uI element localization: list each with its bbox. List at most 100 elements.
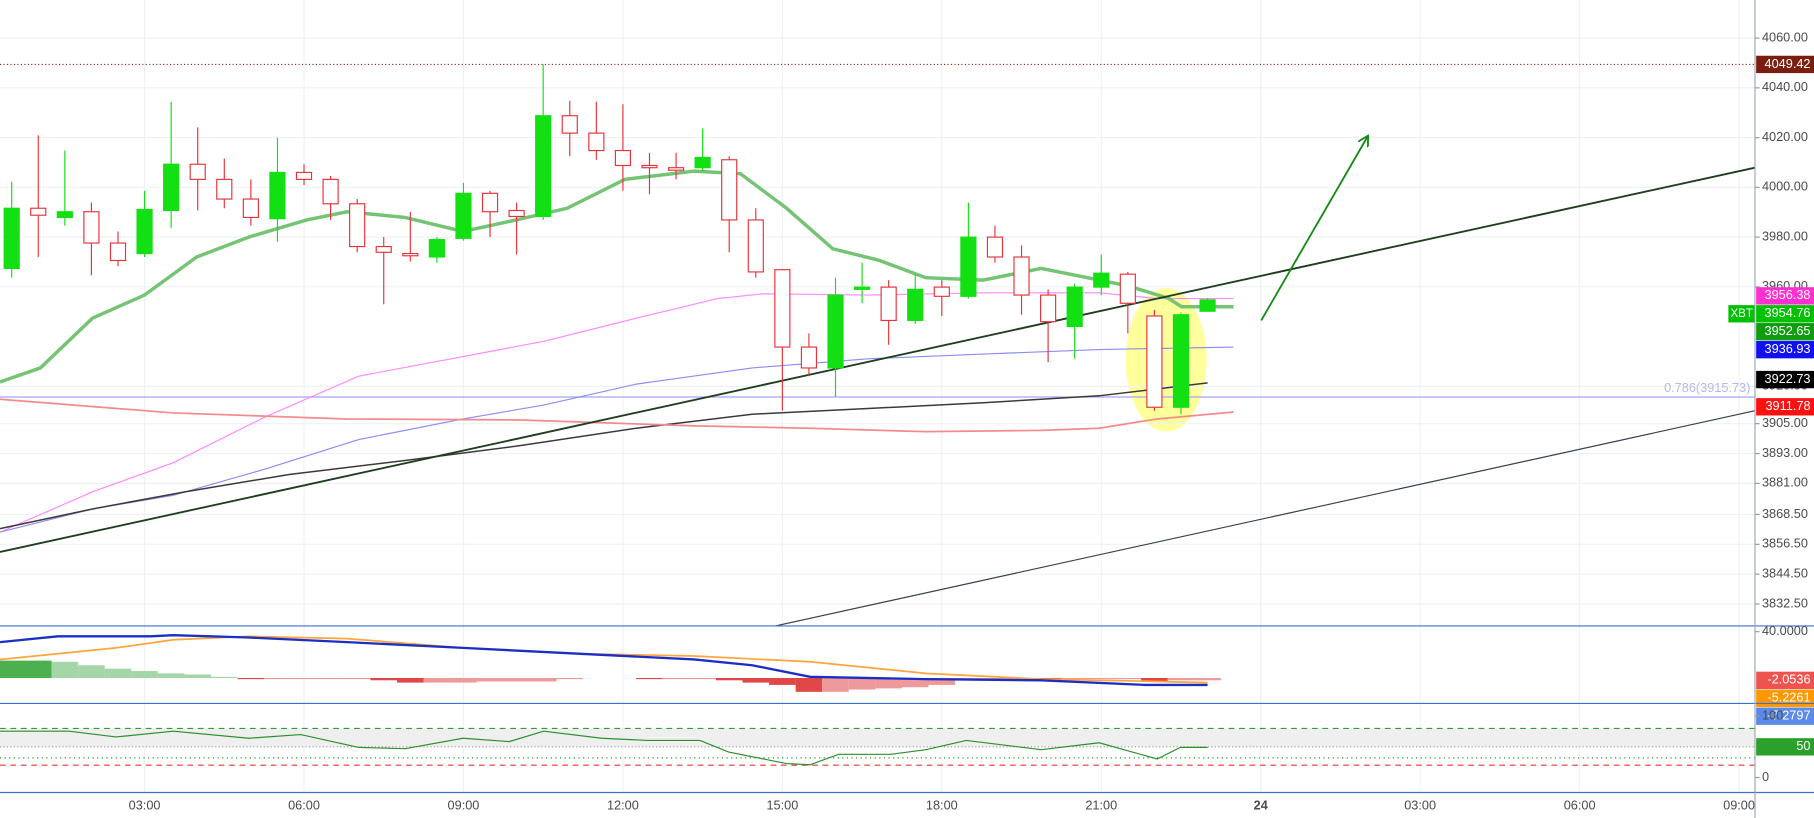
candle-body [83, 211, 100, 244]
candle-body [269, 171, 286, 220]
indicator-line [0, 730, 1208, 766]
candle-body [561, 115, 578, 134]
price-label-box [1756, 340, 1814, 359]
candle-body [1119, 273, 1136, 304]
candle-body [189, 163, 206, 180]
indicator-line [0, 398, 1234, 433]
price-label: 3956.38 [1765, 287, 1811, 302]
candle-body [667, 167, 685, 171]
candle-body [721, 159, 738, 221]
histogram-bar [157, 673, 185, 678]
symbol-label: XBT [1730, 308, 1752, 320]
x-tick-label: 06:00 [1564, 798, 1596, 813]
y-tick-label: 3868.50 [1762, 506, 1808, 521]
candle-body [242, 198, 259, 219]
arrow [1260, 137, 1367, 321]
histogram-bar [822, 677, 849, 692]
y-tick-label: 4020.00 [1762, 129, 1808, 144]
indicator-line [0, 292, 1234, 533]
histogram-bar [264, 677, 291, 680]
histogram-bar [397, 677, 424, 683]
symbol-box [1728, 305, 1755, 323]
price-label-box [1756, 305, 1814, 323]
price-label: 3936.93 [1765, 341, 1811, 356]
histogram-bar [131, 671, 158, 678]
histogram-bar [450, 677, 477, 683]
histogram-bar [78, 665, 105, 678]
candle-body [907, 288, 924, 322]
candle-body [349, 203, 366, 248]
candle-body [1199, 299, 1216, 312]
y-tick-label: 3905.00 [1762, 415, 1808, 430]
candle-body [827, 294, 844, 369]
y-tick-label: 100 [1762, 708, 1783, 723]
price-label: 50 [1796, 738, 1810, 753]
candle-body [1172, 314, 1190, 408]
histogram-bar [1114, 677, 1142, 680]
x-tick-label: 15:00 [766, 798, 798, 813]
candle-body [163, 163, 180, 212]
histogram-bar [1167, 677, 1195, 681]
y-tick-label: 3844.50 [1762, 566, 1808, 581]
price-label-box [1756, 398, 1814, 416]
candle-body [375, 245, 392, 253]
histogram-bar [901, 677, 929, 688]
y-tick-label: 40.0000 [1762, 623, 1808, 638]
price-label-box [1756, 738, 1814, 756]
candle-body [641, 164, 658, 169]
x-tick-label: 24 [1254, 798, 1268, 813]
y-tick-label: 4000.00 [1762, 179, 1808, 194]
histogram-bar [715, 677, 743, 681]
price-label: -2.0536 [1767, 672, 1810, 687]
level-label: 0.786(3915.73) [1664, 380, 1750, 395]
y-tick-label: 0 [1762, 769, 1769, 784]
histogram-bar [662, 677, 690, 680]
y-tick-label: 3881.00 [1762, 475, 1808, 490]
candle-body [960, 236, 977, 297]
y-tick-label: 3980.00 [1762, 228, 1808, 243]
histogram-bar [981, 677, 1009, 680]
x-tick-label: 09:00 [448, 798, 480, 813]
histogram-bar [184, 674, 212, 678]
price-label: 3922.73 [1765, 371, 1811, 386]
candle-body [136, 208, 153, 255]
histogram-bar [423, 677, 451, 683]
histogram-bar [636, 677, 663, 680]
x-tick-label: 12:00 [607, 798, 639, 813]
candle-body [800, 346, 818, 369]
trend-line [0, 166, 1756, 553]
candle-body [216, 178, 233, 200]
candle-body [588, 132, 605, 152]
candle-body [747, 219, 764, 273]
price-label: -5.2261 [1767, 690, 1810, 705]
y-tick-label: 3893.00 [1762, 445, 1808, 460]
histogram-bar [476, 677, 504, 682]
candle-body [402, 252, 419, 257]
x-tick-label: 18:00 [926, 798, 958, 813]
highlight-ellipse [1125, 288, 1207, 432]
histogram-bar [556, 677, 584, 680]
candle-body [455, 192, 472, 239]
candle-body [1040, 294, 1057, 323]
candle-body [933, 286, 950, 297]
candle-body [1066, 286, 1083, 327]
price-label: 3954.76 [1765, 305, 1811, 320]
x-tick-label: 09:00 [1723, 798, 1755, 813]
candle-body [295, 171, 313, 180]
histogram-bar [0, 660, 25, 678]
price-label-box [1756, 707, 1814, 725]
indicator-line [0, 634, 1208, 687]
x-tick-label: 21:00 [1085, 798, 1117, 813]
y-tick-label: 3832.50 [1762, 595, 1808, 610]
candle-body [986, 236, 1004, 258]
histogram-bar [317, 677, 344, 680]
candle-body [481, 192, 499, 213]
histogram-bar [1141, 677, 1168, 682]
candle-body [1013, 256, 1030, 296]
candle-body [694, 156, 711, 169]
x-tick-label: 03:00 [1404, 798, 1436, 813]
histogram-bar [529, 677, 557, 682]
candle-body [880, 286, 897, 322]
